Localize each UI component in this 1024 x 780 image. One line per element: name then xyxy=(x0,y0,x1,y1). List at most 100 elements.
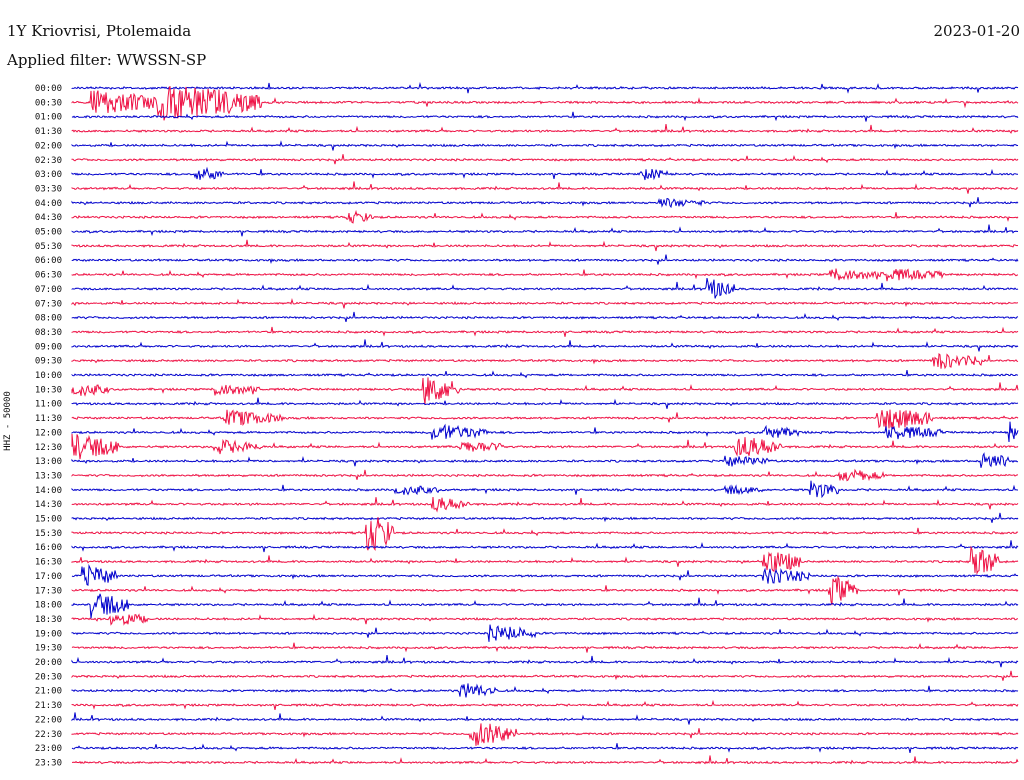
row-time-label: 18:00 xyxy=(35,601,62,611)
row-time-label: 00:30 xyxy=(35,98,62,108)
seismic-trace-row xyxy=(71,140,1019,151)
row-time-label: 05:30 xyxy=(35,242,62,252)
row-time-label: 04:00 xyxy=(35,199,62,209)
seismic-trace-row xyxy=(71,563,1019,586)
seismic-trace-row xyxy=(71,517,1019,551)
seismic-trace-row xyxy=(71,239,1019,252)
seismic-trace-row xyxy=(71,268,1019,282)
row-time-label: 10:30 xyxy=(35,385,62,395)
seismic-trace-row xyxy=(71,624,1019,642)
row-time-label: 01:00 xyxy=(35,113,62,123)
seismic-trace-row xyxy=(71,298,1019,309)
row-time-label: 02:30 xyxy=(35,156,62,166)
row-time-label: 21:30 xyxy=(35,701,62,711)
row-time-label: 03:00 xyxy=(35,170,62,180)
seismic-trace-row xyxy=(71,743,1019,754)
seismic-trace-row xyxy=(71,326,1019,337)
row-time-label: 21:00 xyxy=(35,687,62,697)
row-time-label: 18:30 xyxy=(35,615,62,625)
seismic-trace-row xyxy=(71,254,1019,265)
row-time-label: 14:00 xyxy=(35,486,62,496)
seismic-trace-row xyxy=(71,277,1019,299)
seismic-trace-row xyxy=(71,655,1019,668)
seismic-trace-row xyxy=(71,209,1019,224)
seismic-trace-row xyxy=(71,723,1019,746)
seismic-trace-row xyxy=(71,224,1019,237)
row-time-label: 16:30 xyxy=(35,558,62,568)
row-time-label: 11:30 xyxy=(35,414,62,424)
row-time-label: 20:30 xyxy=(35,672,62,682)
row-time-label: 10:00 xyxy=(35,371,62,381)
seismic-trace-row xyxy=(71,712,1019,725)
row-time-label: 12:30 xyxy=(35,443,62,453)
seismic-trace-row xyxy=(71,154,1019,165)
seismic-trace-row xyxy=(71,311,1019,323)
row-time-label: 15:00 xyxy=(35,515,62,525)
row-time-label: 11:00 xyxy=(35,400,62,410)
seismic-trace-row xyxy=(71,480,1018,499)
seismic-trace-row xyxy=(71,468,1018,482)
seismic-trace-row xyxy=(71,496,1019,513)
seismic-trace-row xyxy=(71,452,1019,468)
row-time-label: 22:30 xyxy=(35,730,62,740)
seismic-trace-row xyxy=(71,540,1019,553)
row-time-label: 15:30 xyxy=(35,529,62,539)
row-time-label: 09:00 xyxy=(35,342,62,352)
row-time-label: 19:30 xyxy=(35,644,62,654)
row-time-label: 07:30 xyxy=(35,299,62,309)
seismic-trace-row xyxy=(71,124,1019,134)
row-time-label: 06:30 xyxy=(35,271,62,281)
seismic-trace-row xyxy=(71,85,1019,121)
seismic-trace-row xyxy=(71,81,1019,94)
row-time-label: 23:30 xyxy=(35,758,62,768)
row-time-label: 06:00 xyxy=(35,256,62,266)
row-time-label: 13:00 xyxy=(35,457,62,467)
date-label: 2023-01-20 xyxy=(933,22,1020,40)
row-time-label: 02:00 xyxy=(35,141,62,151)
row-time-label: 09:30 xyxy=(35,357,62,367)
seismic-trace-row xyxy=(71,699,1019,711)
row-time-label: 01:30 xyxy=(35,127,62,137)
filter-label: Applied filter: WWSSN-SP xyxy=(7,51,207,69)
seismic-trace-row xyxy=(71,575,1019,606)
seismic-trace-row xyxy=(71,670,1019,681)
seismic-trace-row xyxy=(71,613,1019,626)
row-time-label: 12:00 xyxy=(35,428,62,438)
seismic-trace-row xyxy=(71,197,1019,209)
row-time-label: 03:30 xyxy=(35,184,62,194)
row-time-label: 04:30 xyxy=(35,213,62,223)
seismic-trace-row xyxy=(71,593,1019,619)
row-time-label: 16:00 xyxy=(35,543,62,553)
seismic-trace-row xyxy=(71,397,1019,409)
seismic-trace-row xyxy=(71,370,1019,379)
row-time-label: 22:00 xyxy=(35,715,62,725)
seismic-trace-row xyxy=(71,339,1019,352)
seismic-trace-row xyxy=(71,166,1018,181)
row-time-label: 13:30 xyxy=(35,471,62,481)
row-time-label: 07:00 xyxy=(35,285,62,295)
seismic-trace-row xyxy=(71,512,1019,523)
seismic-trace-row xyxy=(71,683,1019,698)
row-time-label: 17:00 xyxy=(35,572,62,582)
seismic-trace-row xyxy=(71,433,1019,460)
row-time-label: 17:30 xyxy=(35,586,62,596)
row-time-label: 19:00 xyxy=(35,629,62,639)
seismic-trace-row xyxy=(71,377,1019,405)
row-time-label: 05:00 xyxy=(35,228,62,238)
row-time-label: 08:30 xyxy=(35,328,62,338)
seismic-trace-row xyxy=(71,642,1019,653)
seismic-trace-row xyxy=(71,111,1019,122)
row-time-label: 14:30 xyxy=(35,500,62,510)
seismic-trace-row xyxy=(71,181,1019,194)
row-time-label: 00:00 xyxy=(35,84,62,94)
seismic-trace-row xyxy=(71,545,1019,575)
row-time-label: 23:00 xyxy=(35,744,62,754)
seismic-trace-row xyxy=(72,755,1019,765)
seismic-trace-row xyxy=(71,353,1019,370)
station-title: 1Y Kriovrisi, Ptolemaida xyxy=(7,22,192,40)
seismic-trace-row xyxy=(71,409,1019,431)
row-time-label: 08:00 xyxy=(35,314,62,324)
row-time-label: 20:00 xyxy=(35,658,62,668)
seismic-trace-row xyxy=(71,421,1019,443)
